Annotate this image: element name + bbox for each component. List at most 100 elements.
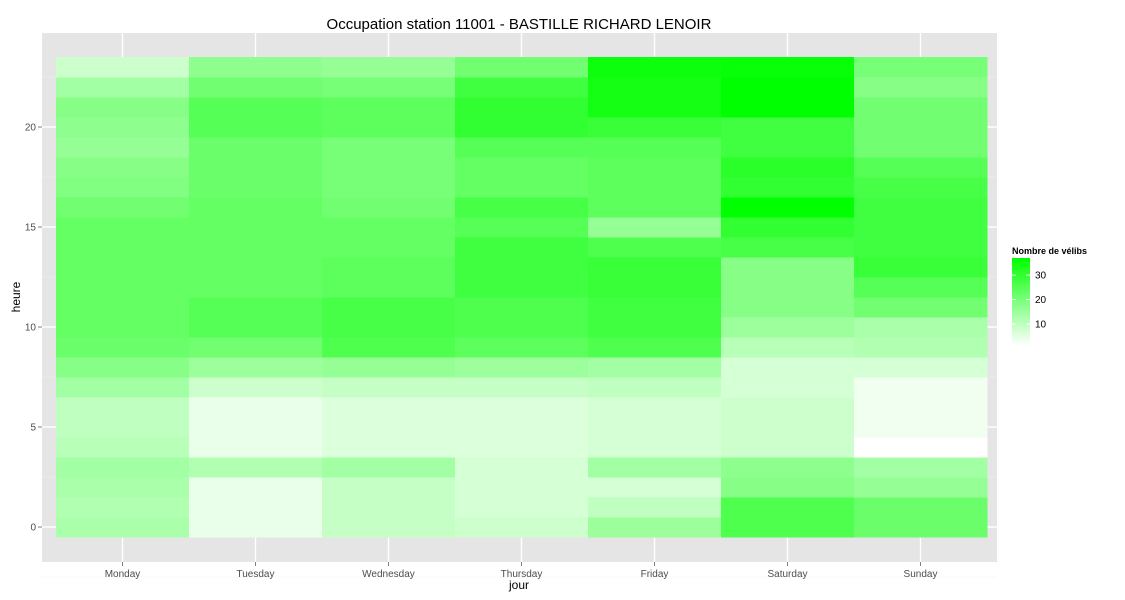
y-tick-label: 0 bbox=[30, 523, 36, 534]
x-tick-label: Saturday bbox=[767, 569, 807, 580]
heatmap-cell bbox=[721, 297, 855, 318]
heatmap-cell bbox=[189, 317, 323, 338]
heatmap-cell bbox=[322, 477, 456, 498]
heatmap-cell bbox=[854, 377, 988, 398]
heatmap-cell bbox=[588, 377, 722, 398]
y-tick-label: 20 bbox=[25, 123, 37, 134]
heatmap-cell bbox=[189, 517, 323, 538]
heatmap-cell bbox=[189, 117, 323, 138]
heatmap-cell bbox=[455, 197, 589, 218]
x-axis-label: jour bbox=[508, 578, 529, 592]
heatmap-cell bbox=[455, 277, 589, 298]
heatmap-cell bbox=[721, 477, 855, 498]
heatmap-cell bbox=[56, 117, 190, 138]
heatmap-cell bbox=[854, 237, 988, 258]
heatmap-cell bbox=[721, 337, 855, 358]
heatmap-cell bbox=[721, 177, 855, 198]
heatmap-cell bbox=[322, 217, 456, 238]
heatmap-cell bbox=[56, 177, 190, 198]
heatmap-cell bbox=[854, 497, 988, 518]
heatmap-cell bbox=[721, 137, 855, 158]
heatmap-cell bbox=[56, 397, 190, 418]
heatmap-cell bbox=[854, 137, 988, 158]
heatmap-cell bbox=[588, 297, 722, 318]
heatmap-cell bbox=[455, 357, 589, 378]
heatmap-cell bbox=[56, 337, 190, 358]
heatmap-cell bbox=[721, 517, 855, 538]
heatmap-cell bbox=[455, 217, 589, 238]
heatmap-cell bbox=[56, 377, 190, 398]
heatmap-cell bbox=[588, 337, 722, 358]
heatmap-cell bbox=[189, 297, 323, 318]
heatmap-cell bbox=[56, 357, 190, 378]
heatmap-cell bbox=[588, 317, 722, 338]
heatmap-cell bbox=[588, 57, 722, 78]
heatmap-cell bbox=[455, 177, 589, 198]
heatmap-cell bbox=[455, 157, 589, 178]
heatmap-cell bbox=[189, 337, 323, 358]
heatmap-cell bbox=[189, 157, 323, 178]
heatmap-cell bbox=[56, 217, 190, 238]
heatmap-cell bbox=[455, 397, 589, 418]
heatmap-cell bbox=[588, 97, 722, 118]
heatmap-cell bbox=[854, 517, 988, 538]
heatmap-cell bbox=[588, 457, 722, 478]
heatmap-cell bbox=[721, 397, 855, 418]
heatmap-cell bbox=[721, 117, 855, 138]
heatmap-cell bbox=[189, 177, 323, 198]
heatmap-cell bbox=[189, 257, 323, 278]
heatmap-cell bbox=[854, 397, 988, 418]
x-tick-label: Tuesday bbox=[237, 569, 275, 580]
heatmap-cell bbox=[322, 497, 456, 518]
heatmap-cell bbox=[588, 357, 722, 378]
x-tick-label: Friday bbox=[641, 569, 669, 580]
chart-title: Occupation station 11001 - BASTILLE RICH… bbox=[327, 16, 712, 33]
heatmap-cell bbox=[455, 337, 589, 358]
heatmap-cell bbox=[322, 57, 456, 78]
heatmap-cell bbox=[854, 197, 988, 218]
heatmap-cell bbox=[721, 77, 855, 98]
heatmap-cell bbox=[854, 437, 988, 458]
heatmap-cell bbox=[455, 237, 589, 258]
heatmap-cell bbox=[721, 57, 855, 78]
heatmap-cell bbox=[322, 77, 456, 98]
heatmap-cell bbox=[455, 297, 589, 318]
heatmap-cell bbox=[455, 77, 589, 98]
heatmap-cell bbox=[322, 197, 456, 218]
heatmap-cell bbox=[854, 317, 988, 338]
heatmap-cell bbox=[854, 77, 988, 98]
heatmap-cell bbox=[854, 217, 988, 238]
legend-title: Nombre de vélibs bbox=[1012, 246, 1087, 256]
heatmap-cell bbox=[588, 137, 722, 158]
heatmap-cell bbox=[56, 57, 190, 78]
heatmap-cell bbox=[56, 77, 190, 98]
heatmap-cell bbox=[588, 77, 722, 98]
x-tick-label: Monday bbox=[105, 569, 141, 580]
y-tick-label: 10 bbox=[25, 323, 37, 334]
heatmap-cell bbox=[588, 417, 722, 438]
heatmap-cell bbox=[322, 277, 456, 298]
heatmap-cell bbox=[56, 257, 190, 278]
heatmap-cell bbox=[322, 157, 456, 178]
heatmap-cell bbox=[854, 417, 988, 438]
heatmap-cell bbox=[56, 197, 190, 218]
heatmap-cell bbox=[854, 337, 988, 358]
legend-color-bar bbox=[1012, 258, 1030, 346]
heatmap-cell bbox=[721, 357, 855, 378]
heatmap-cell bbox=[455, 117, 589, 138]
heatmap-cell bbox=[854, 57, 988, 78]
heatmap-cell bbox=[189, 57, 323, 78]
heatmap-cell bbox=[854, 157, 988, 178]
heatmap-cell bbox=[721, 157, 855, 178]
legend-tick-label: 10 bbox=[1035, 320, 1047, 331]
x-axis-ticks: Monday Tuesday Wednesday Thursday Friday Satu… bbox=[105, 562, 938, 580]
heatmap-cell bbox=[588, 237, 722, 258]
heatmap-cell bbox=[322, 177, 456, 198]
heatmap-cell bbox=[56, 277, 190, 298]
heatmap-cell bbox=[588, 517, 722, 538]
heatmap-cell bbox=[189, 97, 323, 118]
x-tick-label: Sunday bbox=[904, 569, 938, 580]
heatmap-cell bbox=[56, 417, 190, 438]
heatmap-cell bbox=[721, 257, 855, 278]
heatmap-cell bbox=[588, 197, 722, 218]
